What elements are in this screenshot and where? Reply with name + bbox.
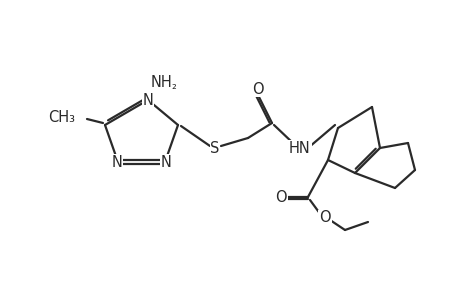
Text: ₂: ₂ xyxy=(171,79,176,92)
Text: O: O xyxy=(274,190,286,205)
Text: HN: HN xyxy=(289,140,310,155)
Text: O: O xyxy=(319,211,330,226)
Text: CH₃: CH₃ xyxy=(48,110,75,124)
Text: O: O xyxy=(252,82,263,97)
Text: NH: NH xyxy=(151,74,173,89)
Text: S: S xyxy=(210,140,219,155)
Text: N: N xyxy=(142,92,153,107)
Text: N: N xyxy=(112,154,122,169)
Text: N: N xyxy=(160,154,171,169)
